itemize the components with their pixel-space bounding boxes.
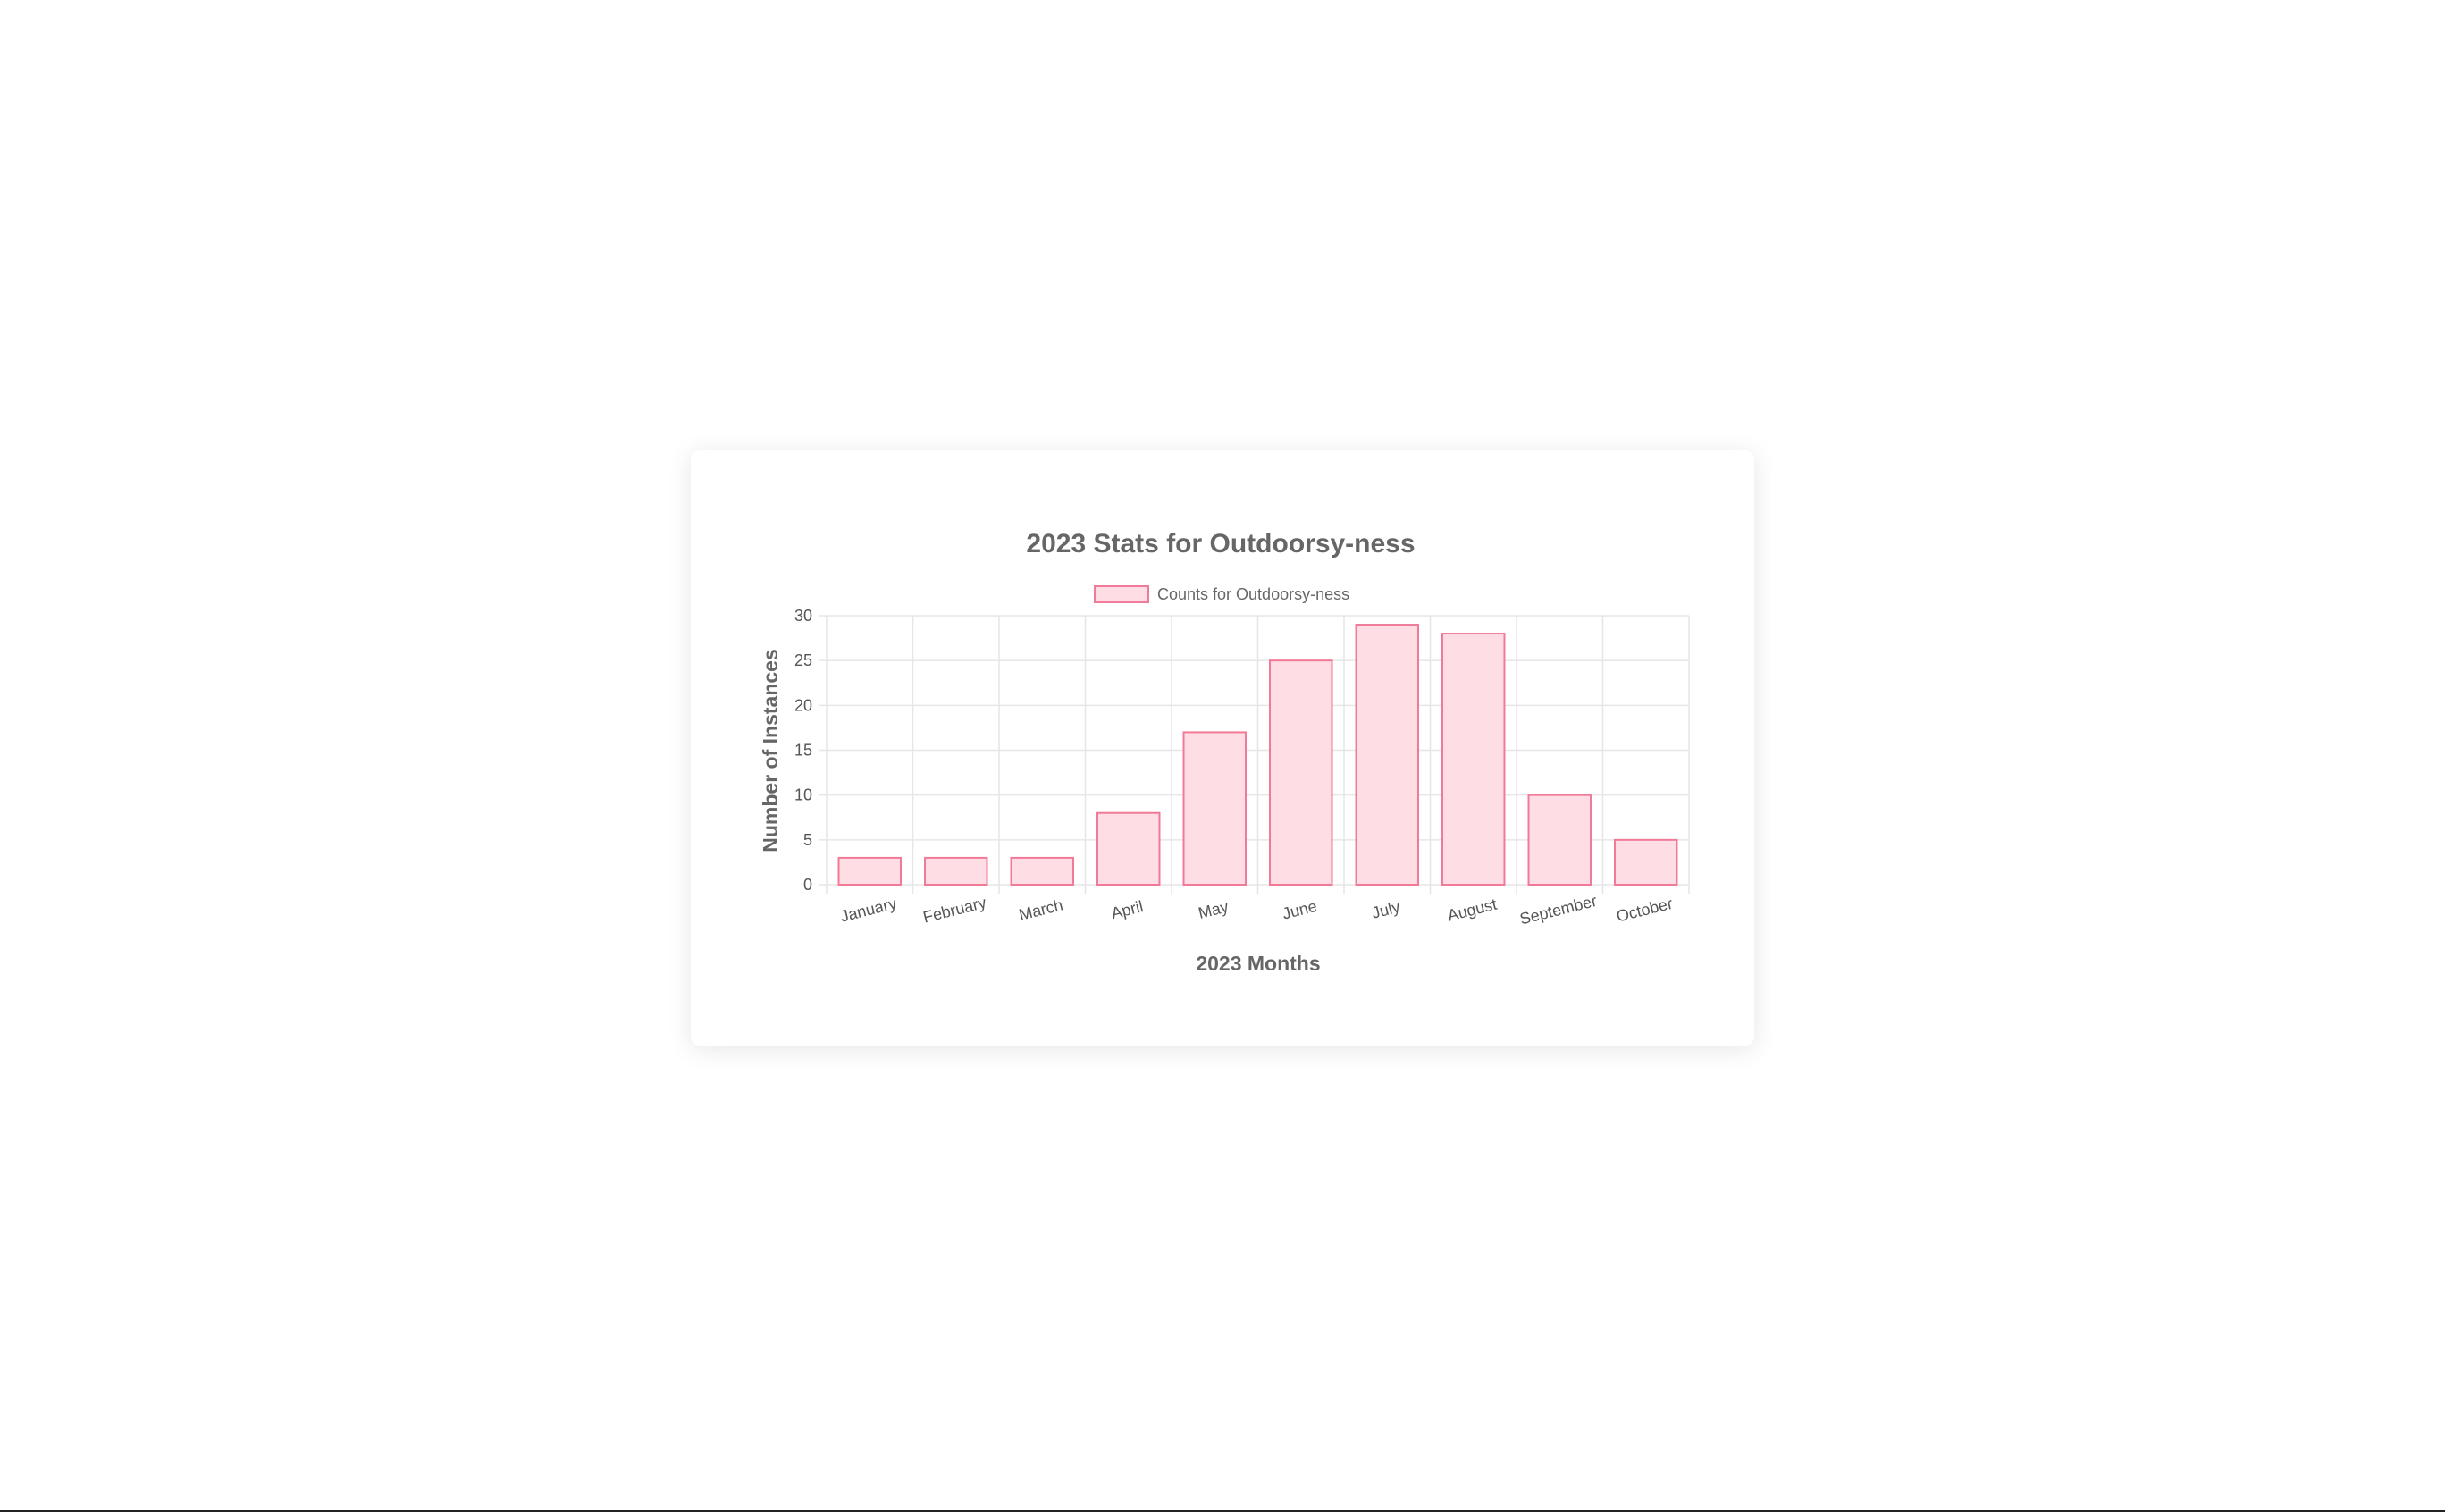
bar-chart: 2023 Stats for Outdoorsy-ness Counts for… — [759, 529, 1690, 975]
bar-august[interactable] — [1441, 633, 1506, 886]
y-tick-label: 5 — [803, 831, 812, 849]
x-tick-label: February — [921, 894, 988, 927]
y-tick-label: 0 — [803, 876, 812, 894]
bar-october[interactable] — [1614, 838, 1678, 886]
bar-may[interactable] — [1182, 731, 1247, 886]
x-axis-title: 2023 Months — [1196, 952, 1320, 975]
legend[interactable]: Counts for Outdoorsy-ness — [1094, 585, 1349, 603]
x-axis-ticks: January February March April May June July Augu… — [838, 892, 1674, 928]
bars — [837, 624, 1678, 886]
x-tick-label: April — [1109, 897, 1145, 922]
chart-title: 2023 Stats for Outdoorsy-ness — [1026, 529, 1415, 559]
y-tick-label: 25 — [794, 651, 812, 669]
y-tick-label: 30 — [794, 607, 812, 625]
y-tick-label: 15 — [794, 742, 812, 760]
chart-card: 2023 Stats for Outdoorsy-ness Counts for… — [691, 450, 1754, 1046]
y-axis-title: Number of Instances — [759, 649, 782, 853]
bar-september[interactable] — [1527, 794, 1592, 886]
y-tick-label: 10 — [794, 786, 812, 804]
bar-april[interactable] — [1096, 811, 1161, 886]
x-tick-label: January — [838, 895, 898, 926]
x-tick-label: August — [1446, 895, 1499, 925]
bar-january[interactable] — [837, 856, 902, 886]
bar-march[interactable] — [1010, 856, 1074, 886]
x-tick-label: September — [1518, 892, 1599, 928]
legend-label: Counts for Outdoorsy-ness — [1157, 585, 1349, 603]
bar-february[interactable] — [924, 856, 988, 886]
grid — [819, 615, 1690, 894]
x-tick-label: May — [1197, 897, 1231, 922]
legend-swatch — [1094, 585, 1149, 603]
x-tick-label: July — [1370, 898, 1402, 922]
bottom-edge-bar — [0, 1510, 2445, 1512]
bar-june[interactable] — [1269, 659, 1333, 886]
y-axis-ticks: 0 5 10 15 20 25 30 — [794, 607, 812, 894]
bar-july[interactable] — [1355, 624, 1419, 886]
x-tick-label: October — [1615, 895, 1675, 926]
y-tick-label: 20 — [794, 696, 812, 714]
x-tick-label: March — [1017, 895, 1064, 924]
x-tick-label: June — [1281, 897, 1319, 923]
